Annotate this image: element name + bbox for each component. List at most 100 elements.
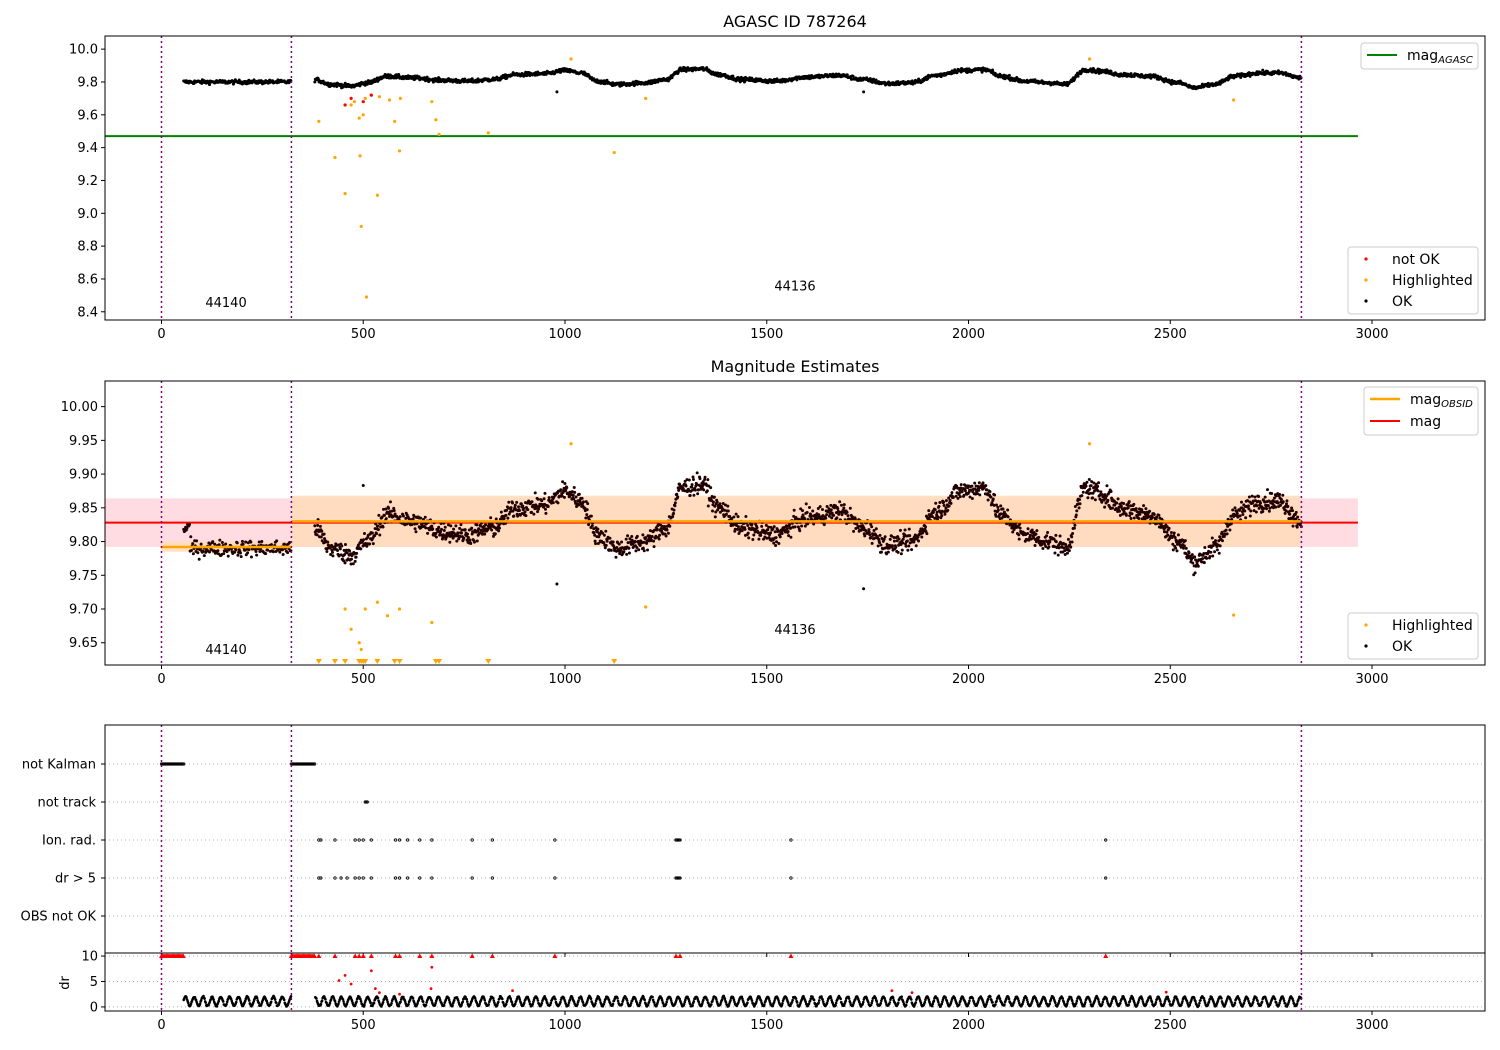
ok-point [1182,544,1186,548]
ok-point [1281,493,1285,497]
ok-point [801,509,805,513]
ok-point [898,528,902,532]
dr-point [225,1002,228,1006]
ok-point [1148,509,1152,513]
ok-point [195,539,199,543]
y-tick-label: 9.90 [69,468,98,483]
ok-point [489,516,493,520]
highlighted-point [361,113,365,117]
dr-point [186,1001,190,1005]
ok-point [673,504,677,508]
ok-point [1075,509,1079,513]
ok-point [1265,507,1269,511]
ok-point [746,531,750,535]
ok-point [617,542,621,546]
ok-point [1255,504,1259,508]
ok-point [1217,551,1221,555]
ok-point [197,557,201,561]
obsid-label: 44140 [205,643,246,658]
y-tick-label: 9.0 [77,207,98,222]
flag-category-label: Ion. rad. [42,834,96,849]
ok-point [608,536,612,540]
highlighted-point [437,132,441,137]
ok-point [736,527,740,531]
x-tick-label: 0 [157,327,165,342]
ok-point [483,532,487,536]
ok-point [1220,539,1224,543]
ok-point [378,533,382,537]
y-tick-label: 9.2 [77,174,98,189]
dr-point [269,1000,273,1004]
ok-point [524,514,528,518]
ok-point [269,543,273,547]
ok-point [255,553,259,557]
ok-point [1211,554,1215,558]
ok-point [431,527,435,531]
ok-point [241,542,245,546]
legend-marker-not-ok [1364,257,1368,261]
y-tick-label: 8.8 [77,240,98,255]
ok-point [868,533,872,537]
ok-point [703,475,707,479]
ok-point [499,510,503,514]
ok-point [656,80,660,84]
ok-point [1093,498,1097,502]
ok-point [1157,513,1161,517]
ok-point [282,542,286,546]
x-tick-label: 1500 [750,672,783,687]
ok-point [605,539,609,543]
dr-point [257,1001,261,1005]
ok-point [978,493,982,497]
ok-point [336,549,340,553]
ok-point [1006,508,1010,512]
ok-point [1030,528,1034,532]
ok-point [726,504,730,508]
ok-point [1121,512,1125,516]
ok-point [189,548,193,552]
ok-point [664,534,668,538]
flag-category-label: not track [37,796,96,811]
ok-point [951,496,955,500]
ok-point [993,493,997,497]
ok-point [1069,545,1073,549]
ok-point [688,493,692,497]
ok-point [899,552,903,556]
ok-point [423,515,427,519]
ok-point [874,78,878,82]
ok-point [459,523,463,527]
ok-point [811,509,815,513]
ok-point [793,525,797,529]
legend-ok-label: OK [1392,294,1413,310]
ok-point [1111,506,1115,510]
ok-point [1130,512,1134,516]
ok-point [502,516,506,520]
ok-point [349,557,353,561]
ok-point [1285,499,1289,503]
ok-point [927,509,931,513]
legend-status: Highlighted OK [1347,612,1479,660]
ok-point [604,543,608,547]
ok-point [563,482,567,486]
ok-point [592,531,596,535]
ok-point [1183,539,1187,543]
ok-point [507,500,511,504]
ok-point [1244,516,1248,520]
ok-point [1086,496,1090,500]
ok-point [189,535,193,539]
ok-point [852,529,856,533]
ok-point [1213,550,1217,554]
ok-point [596,527,600,531]
ok-point [1084,484,1088,488]
dr-point [381,1000,385,1004]
dr-point [333,999,337,1003]
ok-point [1067,549,1071,553]
ok-point [830,516,834,520]
ok-point [484,523,488,527]
ok-point [1088,487,1092,491]
ok-point [1235,512,1239,516]
y-tick-label: 10.00 [61,400,98,415]
ok-point [475,523,479,527]
ok-point [585,513,589,517]
ok-point [650,534,654,538]
ok-point [1276,501,1280,505]
